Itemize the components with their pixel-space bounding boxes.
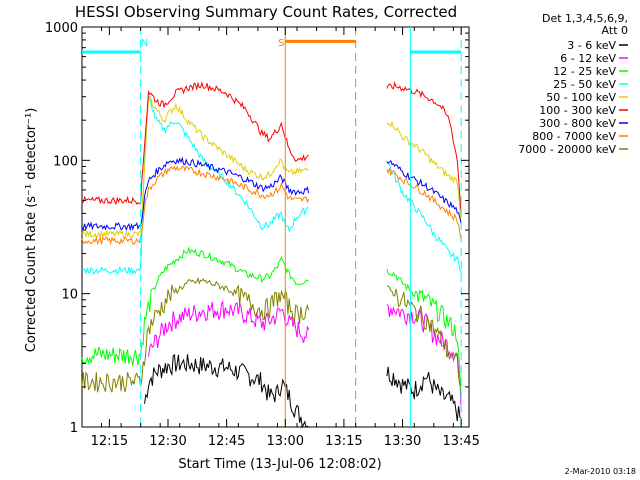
- series-line-3-seg-1: [386, 162, 462, 274]
- y-tick-label: 1000: [45, 21, 78, 36]
- x-tick-label: 13:15: [325, 434, 362, 449]
- legend-label: 12 - 25 keV: [553, 65, 616, 78]
- series-line-6-seg-0: [81, 156, 310, 232]
- series-group: [81, 81, 462, 429]
- x-axis-label: Start Time (13-Jul-06 12:08:02): [178, 457, 381, 472]
- legend-label: 300 - 800 keV: [539, 117, 616, 130]
- y-tick-label: 100: [53, 154, 78, 169]
- series-line-6-seg-1: [386, 159, 462, 225]
- series-line-4-seg-0: [81, 96, 309, 240]
- series-line-4-seg-1: [386, 121, 462, 224]
- series-line-2-seg-0: [81, 246, 309, 366]
- footer-date: 2-Mar-2010 03:18: [565, 467, 636, 476]
- legend-label: 7000 - 20000 keV: [518, 143, 616, 156]
- x-tick-label: 13:00: [267, 434, 304, 449]
- series-line-8-seg-1: [386, 285, 462, 386]
- legend-label: 800 - 7000 keV: [532, 130, 616, 143]
- flag-label: N: [141, 38, 148, 49]
- series-line-5-seg-1: [386, 81, 462, 214]
- series-line-0-seg-1: [386, 366, 462, 422]
- series-line-8-seg-0: [81, 276, 310, 393]
- x-tick-label: 12:15: [91, 434, 128, 449]
- y-tick-label: 1: [70, 421, 78, 436]
- x-tick-label: 13:45: [442, 434, 479, 449]
- x-tick-label: 13:30: [384, 434, 421, 449]
- flag-label: S: [278, 38, 284, 49]
- legend-header: Att 0: [602, 24, 628, 37]
- series-line-5-seg-0: [81, 81, 309, 206]
- y-axis-label: Corrected Count Rate (s⁻¹ detector⁻¹): [24, 108, 39, 353]
- legend-label: 6 - 12 keV: [560, 52, 616, 65]
- y-tick-label: 10: [61, 288, 78, 303]
- x-tick-label: 12:45: [208, 434, 245, 449]
- chart-title: HESSI Observing Summary Count Rates, Cor…: [75, 3, 457, 21]
- plot-frame: [81, 26, 470, 428]
- legend-label: 100 - 300 keV: [539, 104, 616, 117]
- legend-header: Det 1,3,4,5,6,9,: [542, 12, 628, 25]
- legend-label: 25 - 50 keV: [553, 78, 616, 91]
- x-tick-label: 12:30: [149, 434, 186, 449]
- plot-border: [81, 26, 470, 428]
- ticks-group: 12:15 12:30 12:45 13:00 13:15 13:30 13:45 1 10 10…: [45, 21, 480, 449]
- series-line-0-seg-0: [144, 353, 309, 429]
- series-line-7-seg-1: [386, 167, 462, 241]
- series-line-2-seg-1: [386, 268, 462, 398]
- series-line-3-seg-0: [81, 94, 309, 275]
- series-line-7-seg-0: [81, 165, 310, 246]
- legend-label: 50 - 100 keV: [546, 91, 616, 104]
- series-line-1-seg-0: [148, 299, 310, 357]
- legend-label: 3 - 6 keV: [567, 39, 616, 52]
